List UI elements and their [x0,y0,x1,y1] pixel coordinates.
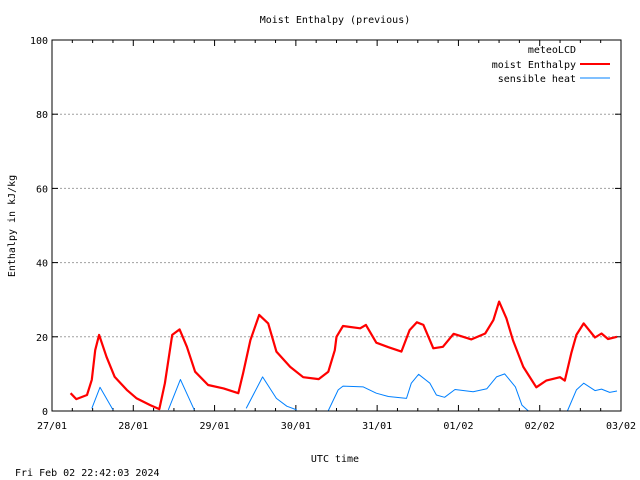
x-tick-label: 31/01 [362,421,392,432]
axis-ticks: 0 20 40 60 80 100 27/01 28/01 29/01 30/01 31/01 01/… [30,36,636,432]
chart-title: Moist Enthalpy (previous) [260,15,411,26]
x-tick-label: 27/01 [37,421,67,432]
x-tick-label: 02/02 [525,421,555,432]
y-tick-label: 80 [36,110,48,121]
legend-label-moist-enthalpy: moist Enthalpy [492,60,576,71]
legend-title: meteoLCD [528,45,576,56]
legend: meteoLCD moist Enthalpy sensible heat [492,45,610,85]
legend-label-sensible-heat: sensible heat [498,74,576,85]
y-tick-label: 0 [42,407,48,418]
y-tick-label: 20 [36,333,48,344]
series-sensible-heat [91,373,618,412]
series-line [91,373,618,412]
x-tick-label: 28/01 [118,421,148,432]
x-tick-label: 29/01 [200,421,230,432]
plot-series [69,300,618,412]
x-tick-label: 03/02 [606,421,636,432]
x-axis-label: UTC time [311,454,359,465]
series-moist-enthalpy [69,300,618,411]
y-tick-label: 60 [36,184,48,195]
series-line [69,300,618,411]
x-tick-label: 01/02 [443,421,473,432]
y-tick-label: 40 [36,259,48,270]
footer-timestamp: Fri Feb 02 22:42:03 2024 [15,468,160,479]
y-axis-label: Enthalpy in kJ/kg [7,175,18,277]
x-tick-label: 30/01 [281,421,311,432]
grid-lines [52,113,621,338]
y-tick-label: 100 [30,36,48,47]
plot-frame [51,39,622,412]
